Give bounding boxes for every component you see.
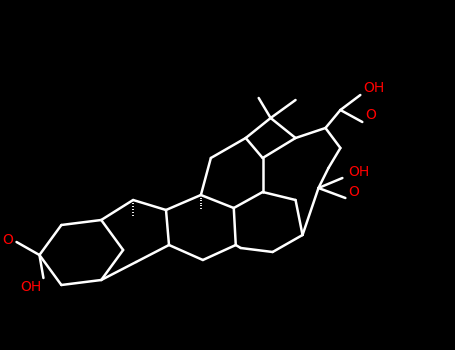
- Text: O: O: [3, 233, 14, 247]
- Text: OH: OH: [349, 165, 369, 179]
- Text: O: O: [365, 108, 376, 122]
- Text: OH: OH: [20, 280, 41, 294]
- Text: O: O: [349, 185, 359, 199]
- Text: OH: OH: [364, 81, 384, 95]
